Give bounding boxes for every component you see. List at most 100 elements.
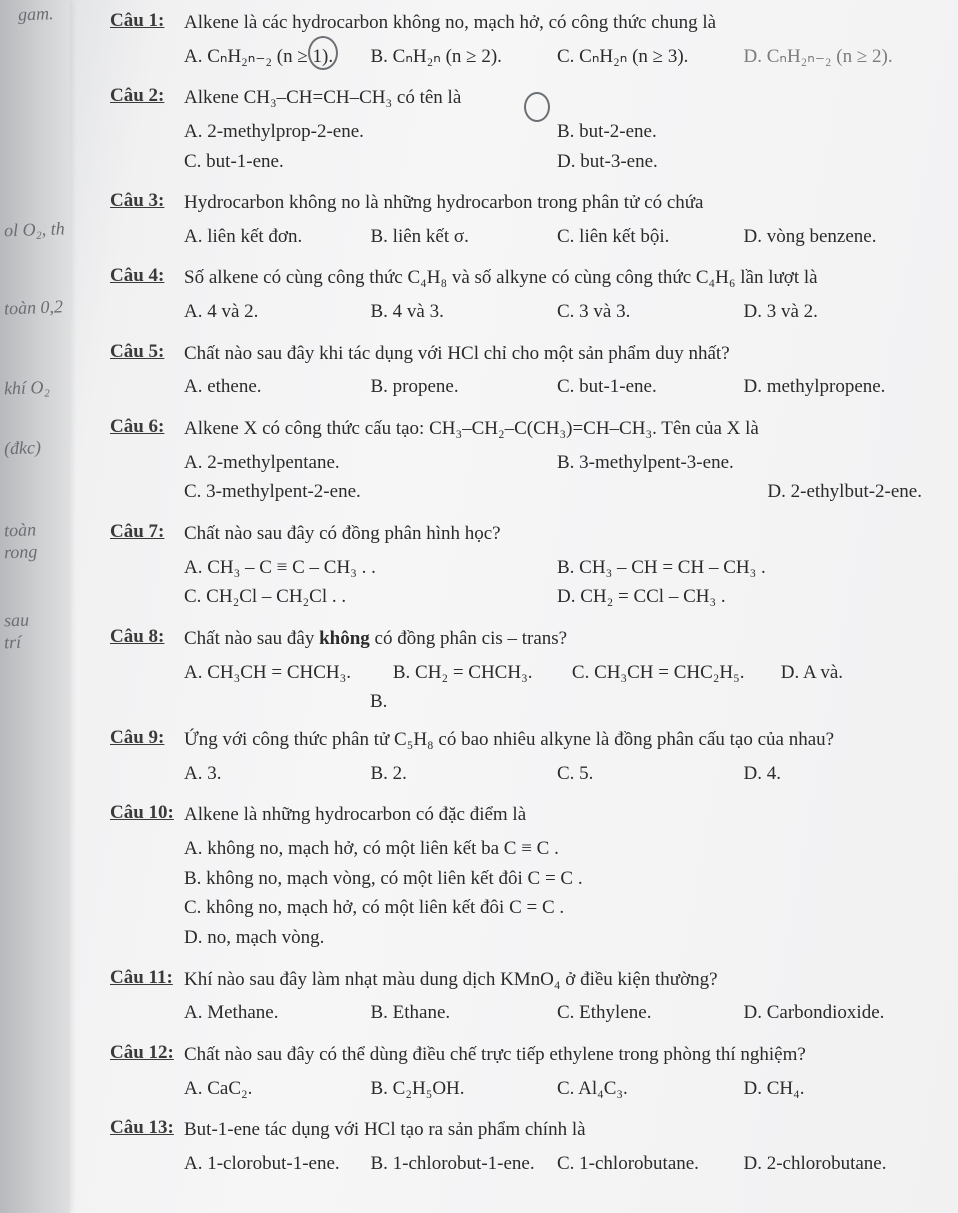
question-text-bold: không: [319, 628, 370, 649]
question-label: Câu 4:: [110, 265, 184, 287]
option-b: B. 2.: [371, 759, 558, 789]
option-c: C. but-1-ene.: [184, 147, 557, 177]
option-c: C. CH₃CH = CHC₂H₅.: [572, 658, 781, 688]
option-d: D. A và.: [781, 658, 930, 688]
question-label: Câu 9:: [110, 727, 184, 749]
question-8: Câu 8: Chất nào sau đây không có đồng ph…: [110, 626, 930, 713]
margin-note: (đkc): [4, 437, 85, 460]
question-text: Số alkene có cùng công thức C₄H₈ và số a…: [184, 265, 930, 291]
margin-note: gam.: [18, 3, 99, 26]
option-c: C. CH₂Cl – CH₂Cl . .: [184, 582, 557, 612]
option-d: D. methylpropene.: [744, 372, 931, 402]
option-a: A. 4 và 2.: [184, 297, 371, 327]
option-b: B. CₙH₂ₙ (n ≥ 2).: [371, 42, 558, 72]
option-a: A. CₙH₂ₙ₋₂ (n ≥ 1).: [184, 42, 371, 72]
option-c: C. 3-methylpent-2-ene.: [184, 477, 557, 507]
question-text: Alkene là những hydrocarbon có đặc điểm …: [184, 802, 930, 828]
question-label: Câu 6:: [110, 416, 184, 438]
question-label: Câu 7:: [110, 521, 184, 543]
option-b: B. CH₃ – CH = CH – CH₃ .: [557, 553, 930, 583]
question-text: Chất nào sau đây không có đồng phân cis …: [184, 626, 930, 652]
question-10: Câu 10: Alkene là những hydrocarbon có đ…: [110, 802, 930, 952]
question-5: Câu 5: Chất nào sau đây khi tác dụng với…: [110, 341, 930, 402]
option-d: D. CH₂ = CCl – CH₃ .: [557, 582, 930, 612]
option-d: D. 4.: [744, 759, 931, 789]
option-b: B. propene.: [371, 372, 558, 402]
option-d: D. CH₄.: [744, 1074, 931, 1104]
option-a: A. Methane.: [184, 998, 371, 1028]
option-b: B. C₂H₅OH.: [371, 1074, 558, 1104]
margin-note: trí: [4, 631, 85, 654]
question-11: Câu 11: Khí nào sau đây làm nhạt màu dun…: [110, 967, 930, 1028]
option-d: D. 2-ethylbut-2-ene.: [557, 477, 930, 507]
question-label: Câu 13:: [110, 1117, 184, 1139]
option-b: B. but-2-ene.: [557, 117, 930, 147]
option-d: D. 2-chlorobutane.: [744, 1149, 931, 1179]
question-7: Câu 7: Chất nào sau đây có đồng phân hìn…: [110, 521, 930, 612]
option-b: B. 4 và 3.: [371, 297, 558, 327]
option-c: C. 5.: [557, 759, 744, 789]
question-label: Câu 5:: [110, 341, 184, 363]
option-b: B. CH₂ = CHCH₃.: [393, 658, 572, 688]
question-label: Câu 12:: [110, 1042, 184, 1064]
option-d: D. vòng benzene.: [744, 222, 931, 252]
option-a: A. ethene.: [184, 372, 371, 402]
question-text: Alkene là các hydrocarbon không no, mạch…: [184, 10, 930, 36]
question-text-post: có đồng phân cis – trans?: [370, 628, 567, 649]
option-a: A. 1-clorobut-1-ene.: [184, 1149, 371, 1179]
question-text: Alkene CH₃–CH=CH–CH₃ có tên là: [184, 85, 930, 111]
question-label: Câu 2:: [110, 85, 184, 107]
margin-note: toàn: [4, 519, 85, 542]
option-d: D. 3 và 2.: [744, 297, 931, 327]
option-a: A. không no, mạch hở, có một liên kết ba…: [184, 834, 930, 864]
question-text: Chất nào sau đây khi tác dụng với HCl ch…: [184, 341, 930, 367]
question-text: Ứng với công thức phân tử C₅H₈ có bao nh…: [184, 727, 930, 753]
question-6: Câu 6: Alkene X có công thức cấu tạo: CH…: [110, 416, 930, 507]
option-c: C. liên kết bội.: [557, 222, 744, 252]
option-c: C. but-1-ene.: [557, 372, 744, 402]
worksheet-page: gam. ol O₂, th toàn 0,2 khí O₂ (đkc) toà…: [0, 0, 958, 1213]
question-1: Câu 1: Alkene là các hydrocarbon không n…: [110, 10, 930, 71]
question-text: Alkene X có công thức cấu tạo: CH₃–CH₂–C…: [184, 416, 930, 442]
question-label: Câu 1:: [110, 10, 184, 32]
option-a: A. CH₃ – C ≡ C – CH₃ . .: [184, 553, 557, 583]
option-b: B. không no, mạch vòng, có một liên kết …: [184, 864, 930, 894]
question-text: Khí nào sau đây làm nhạt màu dung dịch K…: [184, 967, 930, 993]
margin-note: sau: [4, 609, 85, 632]
margin-note: rong: [4, 541, 85, 564]
option-c: C. 3 và 3.: [557, 297, 744, 327]
question-12: Câu 12: Chất nào sau đây có thể dùng điề…: [110, 1042, 930, 1103]
option-b: B. 1-chlorobut-1-ene.: [371, 1149, 558, 1179]
option-c: C. không no, mạch hở, có một liên kết đô…: [184, 893, 930, 923]
question-text-pre: Chất nào sau đây: [184, 628, 319, 649]
option-b: B. 3-methylpent-3-ene.: [557, 448, 930, 478]
margin-note: ol O₂, th: [4, 219, 85, 242]
question-label: Câu 11:: [110, 967, 184, 989]
option-a: A. liên kết đơn.: [184, 222, 371, 252]
margin-note: khí O₂: [4, 377, 85, 400]
question-label: Câu 10:: [110, 802, 184, 824]
option-c: C. Al₄C₃.: [557, 1074, 744, 1104]
option-d: D. but-3-ene.: [557, 147, 930, 177]
option-c: C. CₙH₂ₙ (n ≥ 3).: [557, 42, 744, 72]
option-a: A. 3.: [184, 759, 371, 789]
option-d: D. no, mạch vòng.: [184, 923, 930, 953]
margin-note: toàn 0,2: [4, 297, 85, 320]
option-c: C. 1-chlorobutane.: [557, 1149, 744, 1179]
question-text: Chất nào sau đây có thể dùng điều chế tr…: [184, 1042, 930, 1068]
question-label: Câu 3:: [110, 190, 184, 212]
option-b: B. liên kết σ.: [371, 222, 558, 252]
option-a: A. CaC₂.: [184, 1074, 371, 1104]
page-binding-edge: [0, 0, 70, 1213]
question-4: Câu 4: Số alkene có cùng công thức C₄H₈ …: [110, 265, 930, 326]
option-a: A. 2-methylpentane.: [184, 448, 557, 478]
option-a: A. 2-methylprop-2-ene.: [184, 117, 557, 147]
question-2: Câu 2: Alkene CH₃–CH=CH–CH₃ có tên là A.…: [110, 85, 930, 176]
question-text: But-1-ene tác dụng với HCl tạo ra sản ph…: [184, 1117, 930, 1143]
option-d: D. CₙH₂ₙ₋₂ (n ≥ 2).: [744, 42, 931, 72]
option-b: B. Ethane.: [371, 998, 558, 1028]
question-label: Câu 8:: [110, 626, 184, 648]
option-c: C. Ethylene.: [557, 998, 744, 1028]
option-a: A. CH₃CH = CHCH₃.: [184, 658, 393, 688]
question-13: Câu 13: But-1-ene tác dụng với HCl tạo r…: [110, 1117, 930, 1178]
